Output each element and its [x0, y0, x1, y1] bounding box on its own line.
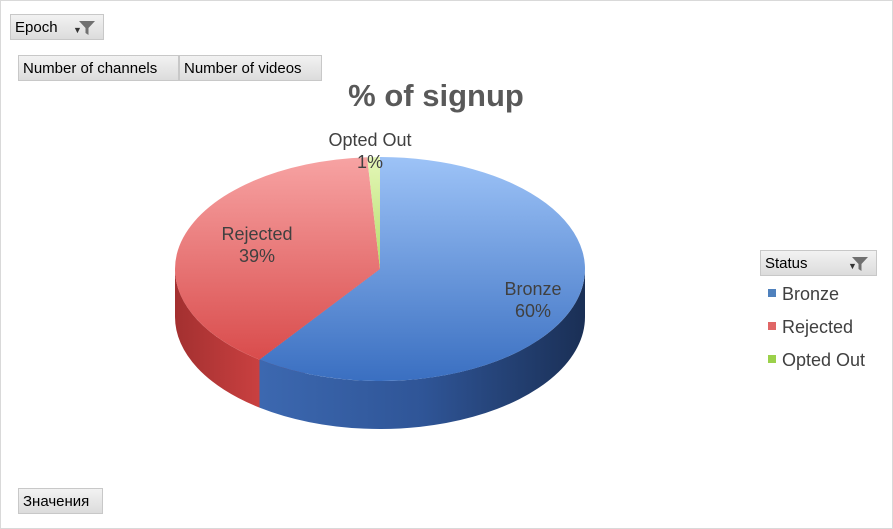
- legend-label-opted-out: Opted Out: [782, 350, 866, 370]
- data-label-category-rejected: Rejected: [221, 224, 292, 244]
- legend-item-bronze[interactable]: Bronze: [768, 284, 839, 305]
- legend-label-bronze: Bronze: [782, 284, 840, 304]
- values-field-button[interactable]: Значения: [18, 488, 103, 514]
- chart-title: % of signup: [348, 78, 524, 113]
- filter-icon: [79, 21, 95, 35]
- pie-tops: [175, 157, 585, 381]
- value-field-label-videos: Number of videos: [184, 60, 302, 77]
- dropdown-icon: ▼: [73, 25, 82, 35]
- legend-item-rejected[interactable]: Rejected: [768, 317, 853, 338]
- data-label-category-opted-out: Opted Out: [328, 130, 411, 150]
- legend-item-opted-out[interactable]: Opted Out: [768, 350, 865, 371]
- filter-icon: [852, 257, 868, 271]
- epoch-filter-label: Epoch: [15, 19, 58, 36]
- dropdown-icon: ▼: [848, 261, 857, 271]
- data-label-value-bronze: 60%: [515, 301, 551, 321]
- data-label-value-opted-out: 1%: [357, 152, 383, 172]
- legend-swatch-bronze: [768, 289, 776, 298]
- legend-label-rejected: Rejected: [782, 317, 854, 337]
- pie-side-rejected: [175, 269, 260, 408]
- value-field-button-videos[interactable]: Number of videos: [179, 55, 322, 81]
- pie-slice-opted-out[interactable]: [367, 157, 380, 269]
- data-label-value-rejected: 39%: [239, 246, 275, 266]
- status-filter-button[interactable]: Status ▼: [760, 250, 877, 276]
- pie-slice-rejected[interactable]: [175, 157, 380, 360]
- pie-side-bronze: [259, 269, 585, 429]
- epoch-filter-button[interactable]: Epoch ▼: [10, 14, 104, 40]
- pie-slice-bronze[interactable]: [259, 157, 585, 381]
- data-label-category-bronze: Bronze: [504, 279, 561, 299]
- value-field-button-channels[interactable]: Number of channels: [18, 55, 179, 81]
- values-field-label: Значения: [23, 493, 90, 510]
- legend-swatch-opted-out: [768, 355, 776, 364]
- value-field-label-channels: Number of channels: [23, 60, 158, 77]
- legend-swatch-rejected: [768, 322, 776, 331]
- status-filter-label: Status: [765, 255, 808, 272]
